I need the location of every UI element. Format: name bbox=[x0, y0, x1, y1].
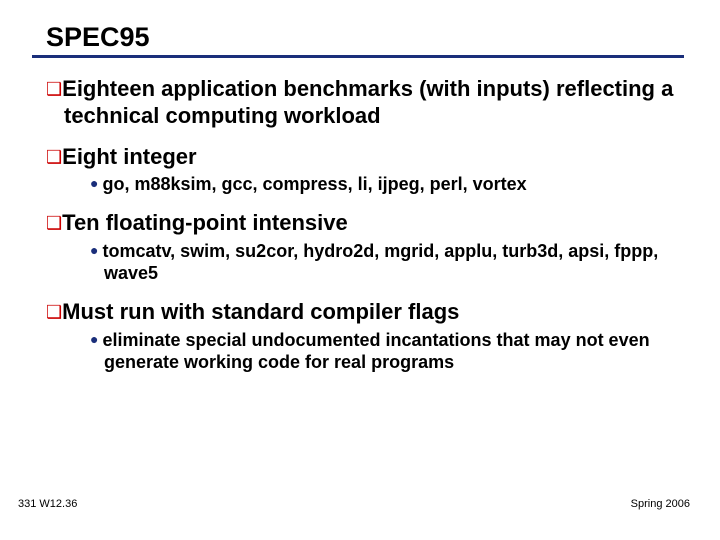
square-bullet-icon: ❑ bbox=[46, 79, 62, 99]
bullet-level1: ❑Must run with standard compiler flags ●… bbox=[46, 299, 680, 374]
slide: SPEC95 ❑Eighteen application benchmarks … bbox=[0, 0, 720, 540]
content-area: ❑Eighteen application benchmarks (with i… bbox=[40, 76, 680, 374]
slide-title: SPEC95 bbox=[46, 22, 684, 53]
sub-bullet-text: ●tomcatv, swim, su2cor, hydro2d, mgrid, … bbox=[90, 241, 680, 285]
bullet-level1: ❑Ten floating-point intensive ●tomcatv, … bbox=[46, 210, 680, 285]
bullet-text: ❑Must run with standard compiler flags bbox=[46, 299, 680, 326]
square-bullet-icon: ❑ bbox=[46, 213, 62, 233]
title-underline: SPEC95 bbox=[32, 22, 684, 58]
bullet-level2: ●tomcatv, swim, su2cor, hydro2d, mgrid, … bbox=[46, 241, 680, 285]
dot-bullet-icon: ● bbox=[90, 242, 98, 258]
bullet-level2: ●go, m88ksim, gcc, compress, li, ijpeg, … bbox=[46, 174, 680, 196]
dot-bullet-icon: ● bbox=[90, 331, 98, 347]
bullet-text: ❑Eight integer bbox=[46, 144, 680, 171]
dot-bullet-icon: ● bbox=[90, 175, 98, 191]
sub-bullet-text: ●eliminate special undocumented incantat… bbox=[90, 330, 680, 374]
footer-left: 331 W12.36 bbox=[18, 498, 77, 510]
square-bullet-icon: ❑ bbox=[46, 302, 62, 322]
bullet-level1: ❑Eighteen application benchmarks (with i… bbox=[46, 76, 680, 130]
square-bullet-icon: ❑ bbox=[46, 147, 62, 167]
bullet-level1: ❑Eight integer ●go, m88ksim, gcc, compre… bbox=[46, 144, 680, 197]
sub-bullet-text: ●go, m88ksim, gcc, compress, li, ijpeg, … bbox=[90, 174, 680, 196]
bullet-text: ❑Ten floating-point intensive bbox=[46, 210, 680, 237]
footer-right: Spring 2006 bbox=[631, 498, 690, 510]
bullet-text: ❑Eighteen application benchmarks (with i… bbox=[46, 76, 680, 130]
bullet-level2: ●eliminate special undocumented incantat… bbox=[46, 330, 680, 374]
footer: 331 W12.36 Spring 2006 bbox=[18, 498, 690, 510]
